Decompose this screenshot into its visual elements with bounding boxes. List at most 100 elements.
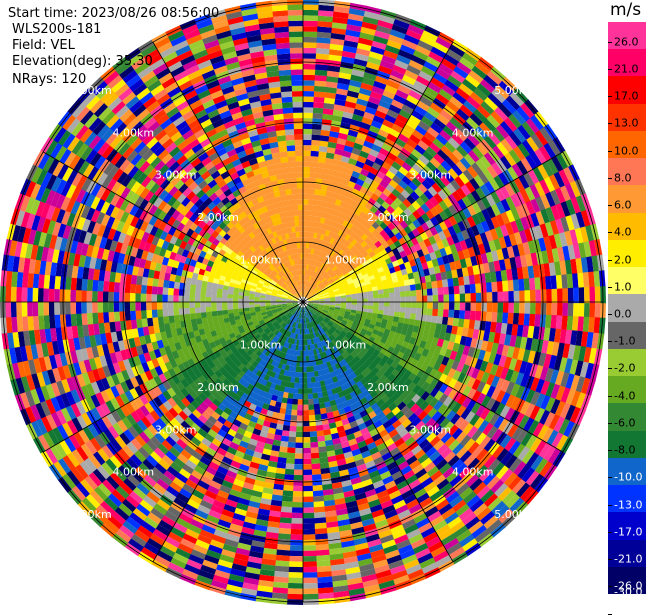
range-gate xyxy=(302,469,313,476)
range-gate xyxy=(549,399,561,416)
range-gate xyxy=(354,547,371,557)
range-gate xyxy=(175,390,186,401)
range-gate xyxy=(329,471,341,479)
range-gate xyxy=(277,456,287,464)
range-gate xyxy=(343,451,354,459)
range-gate xyxy=(393,475,406,486)
range-gate xyxy=(168,480,183,493)
range-gate xyxy=(327,311,334,316)
range-gate xyxy=(420,562,439,575)
range-gate xyxy=(394,410,405,421)
range-gate xyxy=(238,356,246,364)
range-gate xyxy=(442,538,460,551)
range-gate xyxy=(394,423,406,434)
range-gate xyxy=(312,495,324,502)
range-gate xyxy=(263,542,278,550)
range-gate xyxy=(447,439,460,452)
range-gate xyxy=(435,323,442,332)
range-gate xyxy=(392,316,400,323)
range-gate xyxy=(254,323,261,330)
range-gate xyxy=(426,510,442,523)
range-gate xyxy=(311,332,315,339)
range-gate xyxy=(353,369,361,377)
range-gate xyxy=(135,301,141,311)
range-gate xyxy=(343,495,357,504)
range-gate xyxy=(289,47,304,54)
range-gate xyxy=(282,424,290,432)
range-gate xyxy=(162,286,169,295)
range-gate xyxy=(278,446,288,453)
range-gate xyxy=(200,296,206,302)
range-gate xyxy=(273,322,279,328)
range-gate xyxy=(335,336,342,343)
range-gate xyxy=(366,339,374,347)
range-gate xyxy=(294,139,304,146)
range-gate xyxy=(199,455,211,466)
range-gate xyxy=(302,345,306,351)
range-gate xyxy=(270,592,288,600)
range-gate xyxy=(193,431,205,443)
range-gate xyxy=(307,328,310,335)
range-gate xyxy=(336,317,343,322)
range-gate xyxy=(142,494,157,508)
range-gate xyxy=(287,370,292,377)
range-gate xyxy=(298,323,301,329)
range-gate xyxy=(64,301,71,315)
range-gate xyxy=(277,332,283,339)
range-gate xyxy=(320,328,326,334)
range-gate xyxy=(282,329,287,335)
range-gate xyxy=(355,417,365,426)
range-gate xyxy=(448,309,455,319)
range-gate xyxy=(362,584,380,594)
range-gate xyxy=(494,504,510,520)
range-gate xyxy=(118,481,133,495)
range-gate xyxy=(303,134,313,140)
range-gate xyxy=(348,329,355,335)
range-gate xyxy=(350,365,358,373)
range-gate xyxy=(248,364,256,372)
range-gate xyxy=(240,487,253,496)
range-gate xyxy=(275,42,291,50)
range-gate xyxy=(331,316,337,322)
range-gate xyxy=(140,309,147,319)
range-gate xyxy=(274,428,283,436)
range-gate xyxy=(305,306,308,312)
range-gate xyxy=(368,346,376,354)
range-gate xyxy=(278,345,284,352)
range-gate xyxy=(427,302,433,310)
range-gate xyxy=(273,565,290,573)
range-gate xyxy=(216,310,223,316)
range-gate xyxy=(538,461,553,478)
range-gate xyxy=(175,381,185,391)
range-gate xyxy=(510,383,521,398)
range-gate xyxy=(538,326,546,342)
range-gate xyxy=(324,317,330,323)
range-gate xyxy=(281,495,293,502)
range-gate xyxy=(190,422,201,433)
range-gate xyxy=(322,489,334,496)
range-gate xyxy=(274,401,282,408)
range-gate xyxy=(249,495,262,504)
range-gate xyxy=(452,342,460,353)
range-gate xyxy=(258,569,275,577)
range-gate xyxy=(10,300,17,318)
range-gate xyxy=(292,393,299,400)
range-gate xyxy=(290,315,295,321)
range-gate xyxy=(495,448,509,463)
range-gate xyxy=(295,431,303,438)
range-gate xyxy=(216,559,233,569)
range-gate xyxy=(487,441,500,456)
range-gate xyxy=(232,298,239,302)
range-gate xyxy=(523,313,530,327)
range-gate xyxy=(162,389,172,401)
range-gate xyxy=(155,549,173,563)
range-gate xyxy=(302,523,315,530)
range-gate xyxy=(507,312,514,325)
range-gate xyxy=(303,193,310,200)
range-gate xyxy=(278,407,287,415)
range-gate xyxy=(543,412,556,429)
range-gate xyxy=(502,302,509,314)
range-gate xyxy=(513,359,523,374)
range-gate xyxy=(186,426,198,437)
range-gate xyxy=(164,535,181,548)
